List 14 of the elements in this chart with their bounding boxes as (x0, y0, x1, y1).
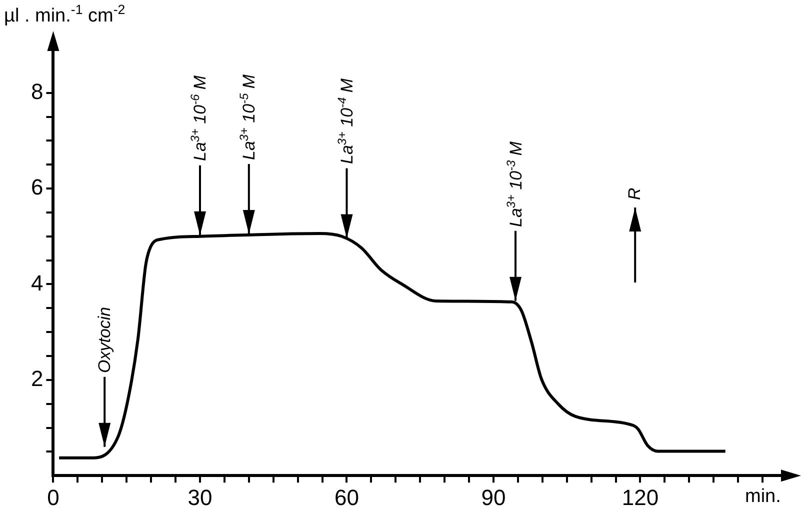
annotation: Oxytocin (94, 306, 115, 373)
x-axis-title: min. (745, 486, 781, 508)
y-tick-label: 4 (30, 270, 44, 296)
y-axis-title: µl . min.$^{-1}$ cm$^{-2}$ (4, 2, 126, 28)
y-tick-label: 8 (30, 78, 44, 104)
x-tick-label: 90 (481, 484, 506, 510)
y-tick-label: 6 (30, 174, 44, 200)
x-tick-label: 0 (47, 484, 60, 510)
annotation: R (625, 187, 646, 200)
x-tick-label: 60 (334, 484, 359, 510)
line-series (58, 232, 727, 460)
x-tick-label: 30 (188, 484, 212, 510)
x-tick-label: 120 (622, 484, 659, 510)
y-tick-label: 2 (30, 366, 44, 391)
